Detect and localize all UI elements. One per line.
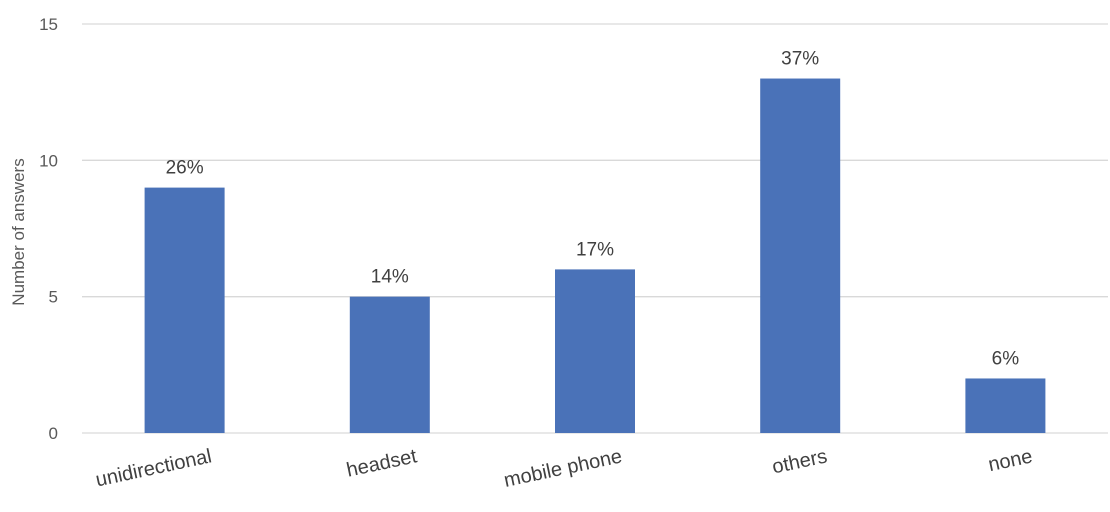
data-label: 17% bbox=[576, 239, 614, 260]
data-label: 26% bbox=[166, 158, 204, 179]
x-category-label: headset bbox=[345, 445, 420, 481]
y-axis-label: Number of answers bbox=[9, 158, 28, 305]
bar bbox=[555, 269, 635, 433]
data-label: 37% bbox=[781, 49, 819, 70]
bar bbox=[144, 187, 225, 433]
bar bbox=[349, 296, 430, 433]
x-category-label: others bbox=[770, 445, 829, 478]
x-category-label: mobile phone bbox=[502, 445, 624, 491]
y-tick-label: 15 bbox=[39, 15, 58, 34]
y-axis-ticks: 0 5 10 15 bbox=[39, 15, 58, 443]
x-axis-categories: unidirectional headset mobile phone others n… bbox=[94, 445, 1035, 492]
bars bbox=[144, 78, 1046, 434]
x-category-label: unidirectional bbox=[94, 445, 214, 491]
bar bbox=[760, 78, 841, 434]
y-tick-label: 10 bbox=[39, 151, 58, 170]
data-label: 14% bbox=[371, 267, 409, 288]
bar bbox=[965, 378, 1046, 433]
y-tick-label: 0 bbox=[49, 424, 58, 443]
x-category-label: none bbox=[986, 445, 1034, 476]
data-labels: 26% 14% 17% 37% 6% bbox=[166, 49, 1020, 370]
y-tick-label: 5 bbox=[49, 288, 58, 307]
data-label: 6% bbox=[992, 348, 1020, 369]
